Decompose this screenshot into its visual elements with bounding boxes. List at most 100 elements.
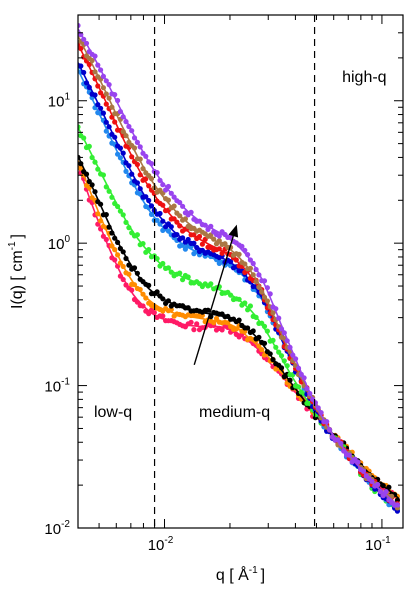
series-3-point (276, 349, 282, 355)
series-5-point (148, 203, 155, 209)
x-axis-title-main: q [ Å (216, 565, 249, 584)
series-7-point (100, 85, 106, 91)
series-8-point (324, 419, 330, 425)
series-7-point (253, 279, 259, 285)
series-0-point (140, 303, 146, 309)
series-0-point (129, 287, 135, 293)
series-5-point (92, 92, 98, 98)
series-8-point (290, 352, 296, 358)
series-6 (78, 42, 400, 508)
series-2-point (120, 249, 126, 255)
y-axis-title: I(q) [ cm-1] (7, 234, 26, 309)
series-2-point (103, 212, 109, 218)
series-7-point (259, 289, 265, 295)
series-0-point (191, 327, 197, 333)
y-axis-title-exponent: -1 (7, 241, 18, 250)
series-8-point (301, 375, 307, 381)
series-6-point (78, 45, 84, 52)
series-8-point (100, 73, 106, 79)
series-8-point (188, 209, 194, 215)
series-8-point (242, 247, 248, 253)
series-1-point (140, 291, 146, 297)
region-label: high-q (342, 69, 386, 86)
y-tick-label: 10-1 (44, 377, 70, 396)
series-7-point (270, 310, 276, 316)
series-4-point (103, 128, 109, 134)
series-0-point (134, 299, 140, 305)
series-5-point (168, 224, 174, 230)
series-2-point (98, 201, 104, 207)
series-5-point (106, 124, 112, 130)
series-3-point (140, 241, 146, 247)
series-3-point (100, 172, 106, 178)
series-6-point (103, 101, 109, 107)
y-tick-label-exponent: -1 (61, 377, 70, 388)
series-3-point (126, 225, 132, 231)
series-8-point (295, 365, 302, 371)
series-3-point (115, 203, 121, 210)
series-3-point (281, 358, 287, 364)
series-2-point (83, 171, 90, 177)
series-3-point (117, 208, 123, 214)
series-3-point (270, 337, 276, 343)
series-6-point (233, 257, 239, 263)
series-8-point (264, 285, 270, 291)
series-0-fit-line (78, 165, 400, 500)
series-8-point (143, 153, 149, 159)
series-6-point (86, 61, 92, 68)
region-divider-lines (153, 15, 316, 528)
series-2-point (109, 230, 115, 236)
series-8-point (256, 272, 262, 278)
series-8-point (360, 468, 367, 474)
series-8-point (287, 344, 293, 350)
series-2-point (250, 328, 256, 334)
series-4-point (148, 211, 155, 217)
series-7-point (109, 104, 115, 110)
series-7-point (103, 91, 109, 97)
series-3-point (253, 314, 259, 320)
series-6-point (196, 233, 203, 240)
series-8-point (318, 410, 324, 416)
series-8-point (81, 36, 87, 42)
region-label: medium-q (199, 404, 270, 421)
series-8-point (154, 170, 160, 176)
series-8-point (168, 190, 174, 196)
series-0-point (112, 257, 118, 263)
series-4-point (182, 246, 188, 252)
y-tick-label-base: 10 (48, 236, 65, 253)
series-6-point (112, 119, 118, 125)
series-0-point (160, 313, 166, 319)
series-3-point (247, 303, 253, 309)
series-8-point (120, 114, 126, 120)
series-4-point (115, 151, 121, 157)
series-3-point (228, 292, 234, 298)
trend-arrow (193, 224, 239, 365)
series-6-point (129, 154, 135, 160)
series-0-point (194, 321, 200, 327)
series-7-point (250, 272, 256, 278)
series-8-point (171, 194, 177, 200)
series-8-point (261, 278, 268, 284)
y-tick-label-base: 10 (48, 94, 65, 111)
x-tick-label-base: 10 (365, 537, 382, 554)
series-3-point (89, 154, 95, 161)
series-8-point (78, 22, 81, 29)
series-5-point (137, 186, 143, 192)
series-8-point (278, 326, 285, 332)
series-3-point (123, 219, 129, 225)
series-7-point (182, 216, 188, 222)
series-3-point (273, 344, 279, 350)
series-3-point (146, 247, 152, 253)
series-8-point (250, 260, 256, 267)
series-7-point (137, 156, 143, 162)
series-2-point (154, 289, 160, 295)
series-3-point (134, 232, 140, 238)
series-7-point (216, 238, 222, 244)
series-3-point (242, 300, 248, 306)
series-3-point (245, 307, 251, 313)
series-5-point (143, 194, 149, 200)
series-0-point (188, 319, 194, 325)
series-7-point (177, 213, 183, 219)
series-1-point (95, 211, 101, 217)
series-0-point (146, 311, 152, 317)
